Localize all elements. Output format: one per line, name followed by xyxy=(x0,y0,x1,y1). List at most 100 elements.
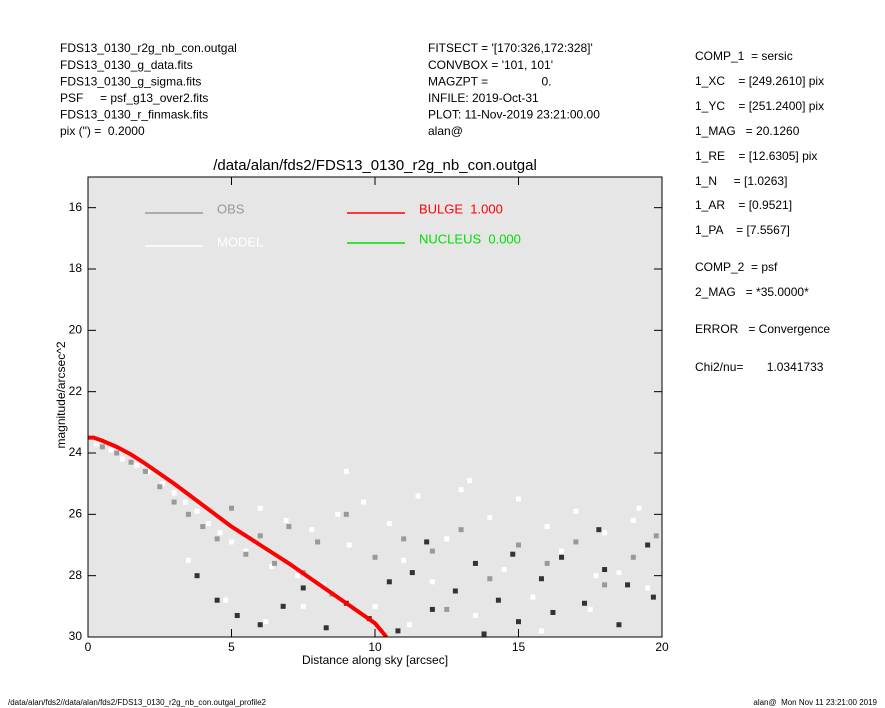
scatter-point xyxy=(645,542,651,548)
scatter-point xyxy=(94,441,100,447)
scatter-point xyxy=(544,524,550,530)
scatter-point xyxy=(501,567,507,573)
scatter-point xyxy=(516,619,521,625)
scatter-point xyxy=(214,597,220,603)
header-right-line: 1_XC = [249.2610] pix xyxy=(695,74,824,88)
scatter-point xyxy=(217,530,223,536)
scatter-point xyxy=(472,613,478,619)
x-tick-label: 0 xyxy=(85,640,92,654)
scatter-point xyxy=(206,521,212,527)
header-middle-line: alan@ xyxy=(428,124,463,138)
scatter-point xyxy=(452,588,458,594)
header-left-line: FDS13_0130_g_sigma.fits xyxy=(60,74,201,88)
header-right-line: 1_AR = [0.9521] xyxy=(695,198,792,212)
scatter-point xyxy=(171,499,177,505)
scatter-point xyxy=(128,459,134,465)
y-tick-label: 22 xyxy=(69,384,83,398)
scatter-point xyxy=(99,444,105,450)
scatter-point xyxy=(538,628,544,634)
scatter-point xyxy=(335,511,341,517)
scatter-point xyxy=(429,606,435,612)
scatter-point xyxy=(372,554,378,560)
scatter-point xyxy=(386,521,392,527)
scatter-point xyxy=(263,619,269,625)
header-middle-line: MAGZPT = 0. xyxy=(428,74,551,88)
header-right-line: 1_PA = [7.5567] xyxy=(695,223,790,237)
scatter-point xyxy=(395,628,401,634)
scatter-point xyxy=(415,493,421,499)
footer-left: /data/alan/fds2//data/alan/fds2/FDS13_01… xyxy=(8,698,267,707)
scatter-point xyxy=(320,582,326,588)
x-tick-label: 10 xyxy=(368,640,382,654)
y-tick-label: 26 xyxy=(69,507,83,521)
scatter-point xyxy=(300,585,306,591)
model-line xyxy=(88,435,389,637)
header-left-line: FDS13_0130_g_data.fits xyxy=(60,58,193,72)
y-tick-label: 24 xyxy=(69,445,83,459)
scatter-point xyxy=(510,551,516,557)
scatter-point xyxy=(183,499,189,505)
x-axis-label: Distance along sky [arcsec] xyxy=(302,653,448,667)
scatter-point xyxy=(343,468,349,474)
header-left-line: FDS13_0130_r2g_nb_con.outgal xyxy=(60,41,237,55)
scatter-point xyxy=(409,570,415,576)
scatter-point xyxy=(487,576,493,582)
scatter-point xyxy=(582,600,588,606)
y-tick-label: 28 xyxy=(69,568,83,582)
scatter-point xyxy=(200,524,206,530)
scatter-point xyxy=(587,606,593,612)
y-tick-label: 20 xyxy=(69,323,83,337)
scatter-point xyxy=(257,622,263,628)
header-middle-line: PLOT: 11-Nov-2019 23:21:00.00 xyxy=(428,108,600,122)
scatter-point xyxy=(272,560,278,566)
scatter-point xyxy=(372,603,378,609)
scatter-point xyxy=(616,622,622,628)
scatter-point xyxy=(194,573,200,579)
scatter-point xyxy=(214,536,220,542)
scatter-point xyxy=(223,597,229,603)
header-right-line: 1_YC = [251.2400] pix xyxy=(695,99,824,113)
scatter-point xyxy=(269,563,275,569)
scatter-point xyxy=(283,517,289,523)
scatter-point xyxy=(593,573,599,579)
scatter-point xyxy=(134,462,140,468)
header-right-line: 1_RE = [12.6305] pix xyxy=(695,149,817,163)
scatter-point xyxy=(406,622,412,628)
scatter-point xyxy=(653,533,659,539)
scatter-point xyxy=(157,484,163,490)
scatter-point xyxy=(650,594,656,600)
scatter-point xyxy=(596,527,602,533)
scatter-point xyxy=(573,539,579,545)
footer-right: alan@ Mon Nov 11 23:21:00 2019 xyxy=(753,698,877,707)
y-tick-label: 30 xyxy=(69,629,83,643)
scatter-point xyxy=(602,582,608,588)
scatter-point xyxy=(429,548,435,554)
scatter-point xyxy=(386,579,392,585)
scatter-point xyxy=(458,527,464,533)
scatter-point xyxy=(487,514,493,520)
header-right-line: 1_MAG = 20.1260 xyxy=(695,124,800,138)
scatter-point xyxy=(573,508,579,514)
y-tick-label: 16 xyxy=(69,200,83,214)
scatter-point xyxy=(559,554,565,560)
scatter-point xyxy=(630,517,636,523)
scatter-point xyxy=(424,539,430,545)
header-right-line: ERROR = Convergence xyxy=(695,322,830,336)
header-right-line: 2_MAG = *35.0000* xyxy=(695,285,809,299)
scatter-point xyxy=(243,551,249,557)
header-right-line: Chi2/nu= 1.0341733 xyxy=(695,360,824,374)
scatter-point xyxy=(538,576,544,582)
scatter-point xyxy=(559,548,565,554)
scatter-point xyxy=(401,557,407,563)
scatter-point xyxy=(160,481,166,487)
scatter-point xyxy=(550,609,556,615)
legend-label: NUCLEUS 0.000 xyxy=(419,231,521,246)
scatter-point xyxy=(401,536,407,542)
scatter-point xyxy=(185,557,191,563)
scatter-point xyxy=(300,603,306,609)
plot-area xyxy=(88,177,662,637)
header-right-line: COMP_2 = psf xyxy=(695,260,778,274)
scatter-point xyxy=(309,527,315,533)
scatter-point xyxy=(630,554,636,560)
